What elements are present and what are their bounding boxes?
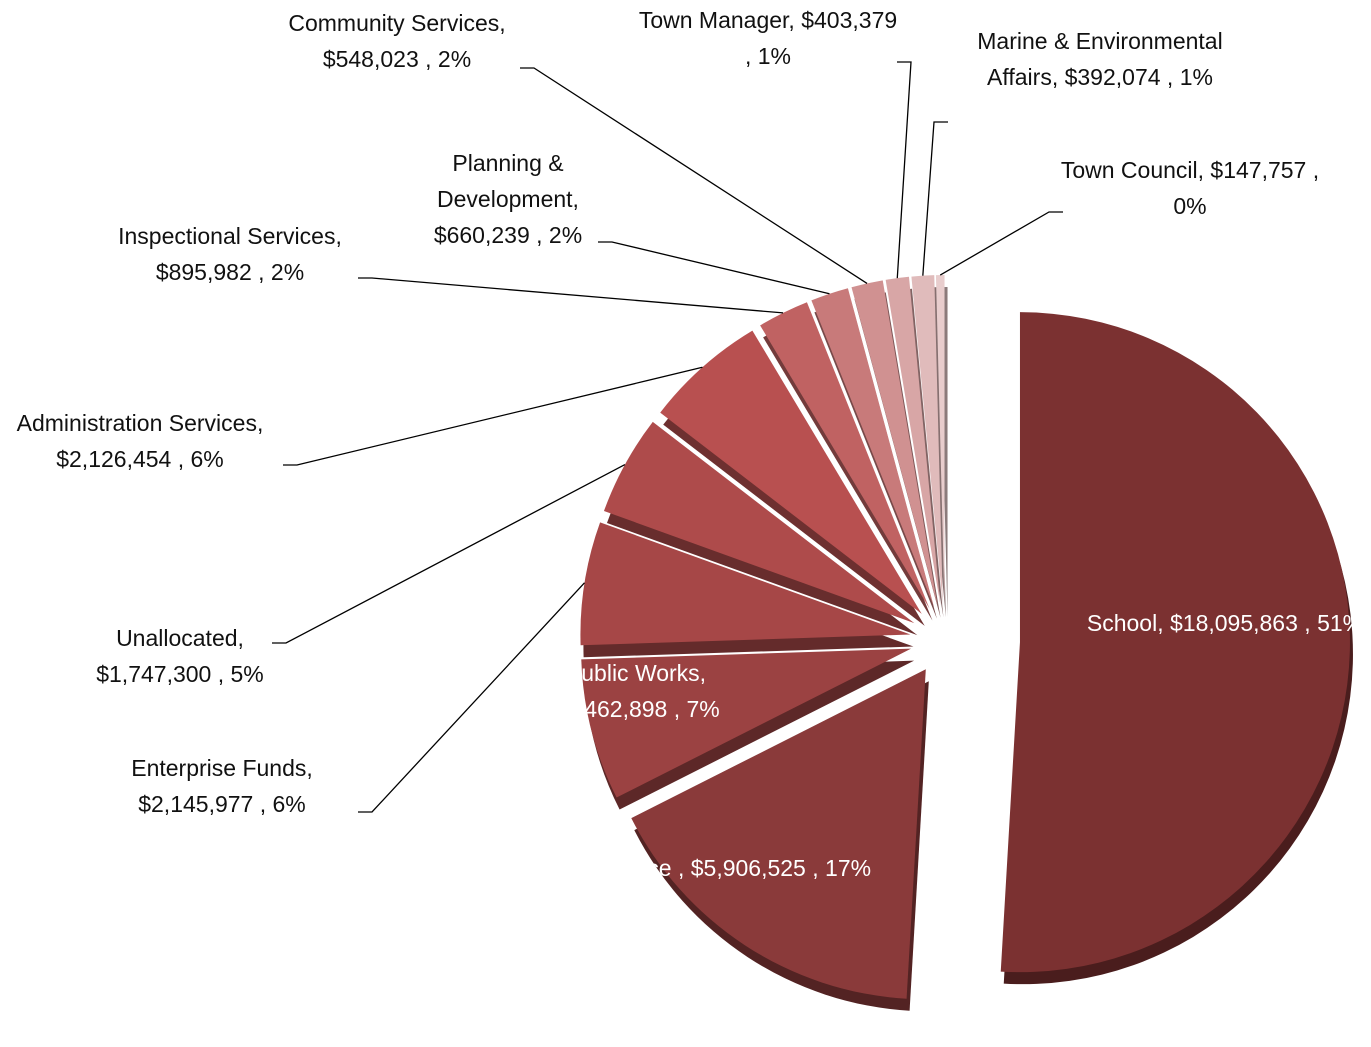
data-label: Unallocated, $1,747,300 , 5% <box>70 620 290 692</box>
label-percent: 6% <box>190 446 224 472</box>
label-percent: 0% <box>1173 193 1207 219</box>
label-value: $2,462,898 , <box>552 696 681 722</box>
slice <box>1000 312 1350 973</box>
data-label: Inspectional Services, $895,982 , 2% <box>100 218 360 290</box>
data-label: Enterprise Funds, $2,145,977 , 6% <box>92 750 352 822</box>
label-percent: 5% <box>230 661 264 687</box>
label-value: $1,747,300 , <box>96 661 225 687</box>
label-name: School, <box>1086 610 1164 636</box>
data-label: Planning & Development, $660,239 , 2% <box>408 145 608 253</box>
label-name: Police , <box>608 855 685 881</box>
label-value: $147,757 , <box>1210 157 1320 183</box>
slice <box>581 648 912 798</box>
label-value: $548,023 , <box>322 46 432 72</box>
leader-line <box>896 61 912 279</box>
label-name: Enterprise Funds, <box>131 755 313 781</box>
leader-line <box>520 67 868 284</box>
label-percent: 2% <box>548 222 583 248</box>
leader-line <box>939 211 1063 276</box>
label-name: Unallocated, <box>116 625 244 651</box>
slice <box>885 276 941 606</box>
label-percent: 51% <box>1317 610 1364 636</box>
label-value: $403,379 , <box>744 7 904 69</box>
label-name: Community Services, <box>288 10 506 36</box>
leader-line <box>358 277 784 314</box>
label-name: Marine & Environmental Affairs, <box>977 28 1228 90</box>
label-value: $895,982 , <box>155 259 265 285</box>
label-value: $660,239 , <box>433 222 543 248</box>
label-name: Administration Services, <box>16 410 264 436</box>
leader-line <box>358 582 585 813</box>
data-label: Community Services, $548,023 , 2% <box>262 5 532 77</box>
slice <box>631 669 926 999</box>
label-name: Public Works, <box>565 660 707 686</box>
leader-line <box>272 463 626 644</box>
label-percent: 17% <box>825 855 872 881</box>
slice <box>851 280 938 606</box>
label-value: $5,906,525 , <box>690 855 819 881</box>
label-value: $392,074 , <box>1064 64 1174 90</box>
label-name: Inspectional Services, <box>118 223 342 249</box>
label-percent: 2% <box>437 46 472 72</box>
slice <box>660 330 922 614</box>
data-label: Town Council, $147,757 , 0% <box>1060 152 1320 224</box>
label-percent: 2% <box>270 259 305 285</box>
data-label: Town Manager, $403,379 , 1% <box>633 2 903 74</box>
leader-line <box>598 241 830 295</box>
label-percent: 1% <box>757 43 792 69</box>
data-label: Administration Services, $2,126,454 , 6% <box>0 405 280 477</box>
slice <box>935 275 945 606</box>
label-name: Town Council, <box>1060 157 1205 183</box>
label-name: Town Manager, <box>638 7 795 33</box>
label-value: $2,145,977 , <box>138 791 267 817</box>
slice <box>811 288 934 607</box>
leader-line <box>283 366 703 466</box>
label-value: $18,095,863 , <box>1169 610 1311 636</box>
data-label: Marine & Environmental Affairs, $392,074… <box>955 23 1245 95</box>
label-percent: 6% <box>272 791 306 817</box>
slice <box>580 522 911 646</box>
slice <box>760 302 930 609</box>
leader-line <box>922 121 948 276</box>
data-label: Police , $5,906,525 , 17% <box>600 850 880 886</box>
label-percent: 1% <box>1179 64 1213 90</box>
label-name: Planning & Development, <box>437 150 579 212</box>
slice <box>911 275 943 606</box>
data-label: School, $18,095,863 , 51% <box>1080 605 1370 641</box>
label-percent: 7% <box>686 696 720 722</box>
slice <box>603 421 915 624</box>
label-value: $2,126,454 , <box>56 446 185 472</box>
data-label: Public Works, $2,462,898 , 7% <box>521 655 751 727</box>
